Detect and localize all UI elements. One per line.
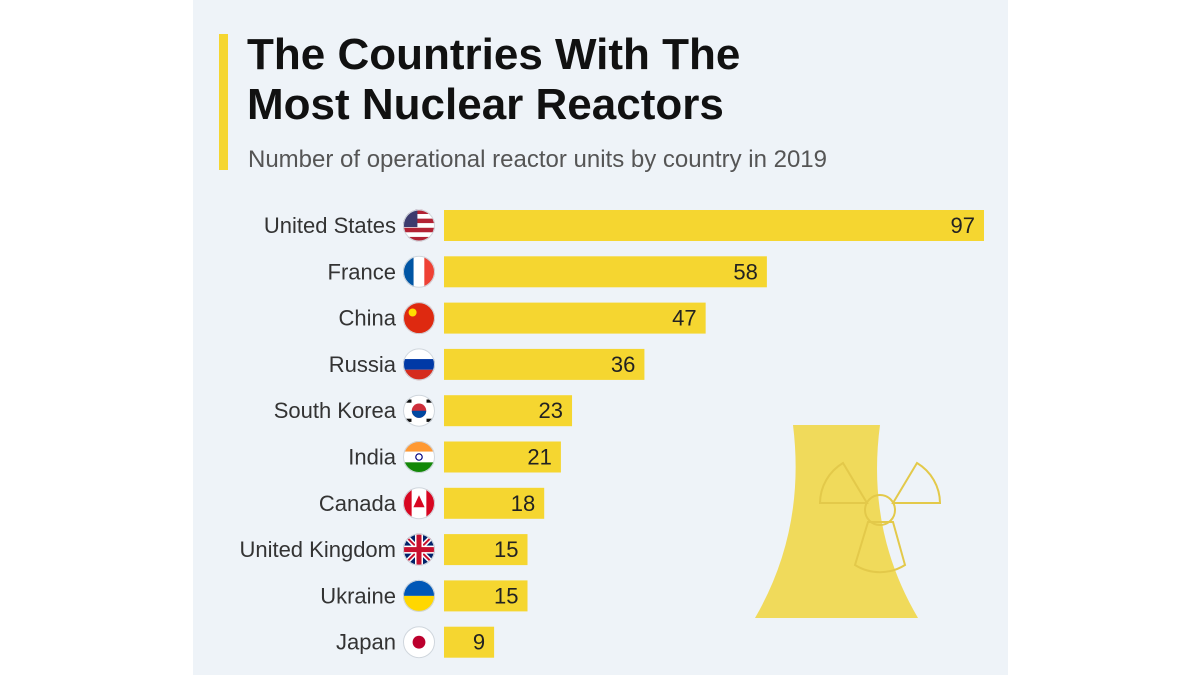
us-flag-icon [403,209,435,242]
category-label: South Korea [274,398,397,423]
bar [444,534,528,566]
category-label: United States [264,213,396,238]
category-label: China [339,306,397,331]
value-label: 15 [494,537,518,562]
value-label: 21 [527,445,551,470]
title-accent-bar [219,34,228,170]
category-label: France [328,259,396,284]
india-flag-icon [403,441,435,473]
russia-flag-icon [403,348,435,381]
value-label: 47 [672,306,696,331]
bar [444,210,984,241]
bar [444,302,706,334]
category-label: Japan [336,630,396,655]
bar [444,256,767,288]
bar [444,487,545,519]
ukraine-flag-icon [403,579,435,612]
bar [444,626,495,658]
bar [444,395,573,427]
chart-title: The Countries With The Most Nuclear Reac… [247,30,741,129]
category-label: India [348,445,396,470]
category-label: Ukraine [320,583,396,608]
france-flag-icon [403,255,435,288]
category-label: Canada [319,491,397,516]
nuclear-reactor-icon [755,425,942,618]
bar [444,348,645,380]
bar [444,441,561,473]
value-label: 15 [494,583,518,608]
value-label: 18 [511,491,535,516]
value-label: 58 [733,259,757,284]
bar [444,580,528,612]
category-label: United Kingdom [239,537,396,562]
value-label: 23 [539,398,563,423]
chart-subtitle: Number of operational reactor units by c… [248,146,827,173]
value-label: 36 [611,352,635,377]
value-label: 9 [473,630,485,655]
value-label: 97 [951,213,975,238]
category-label: Russia [329,352,397,377]
